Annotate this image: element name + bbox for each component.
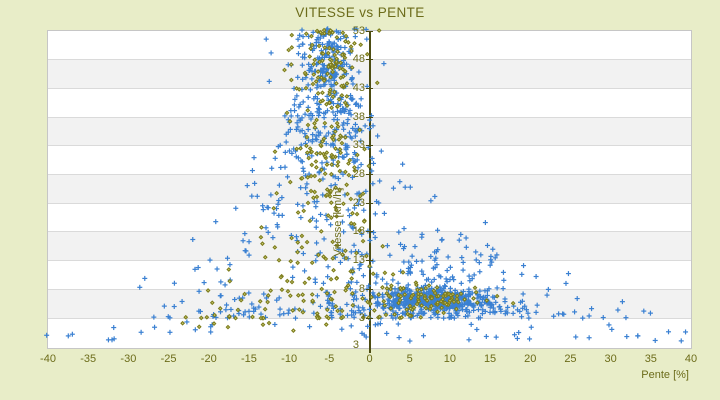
y-axis-title: Vitesse [km/h] [332, 187, 344, 257]
x-axis-title: Pente [%] [641, 369, 689, 381]
